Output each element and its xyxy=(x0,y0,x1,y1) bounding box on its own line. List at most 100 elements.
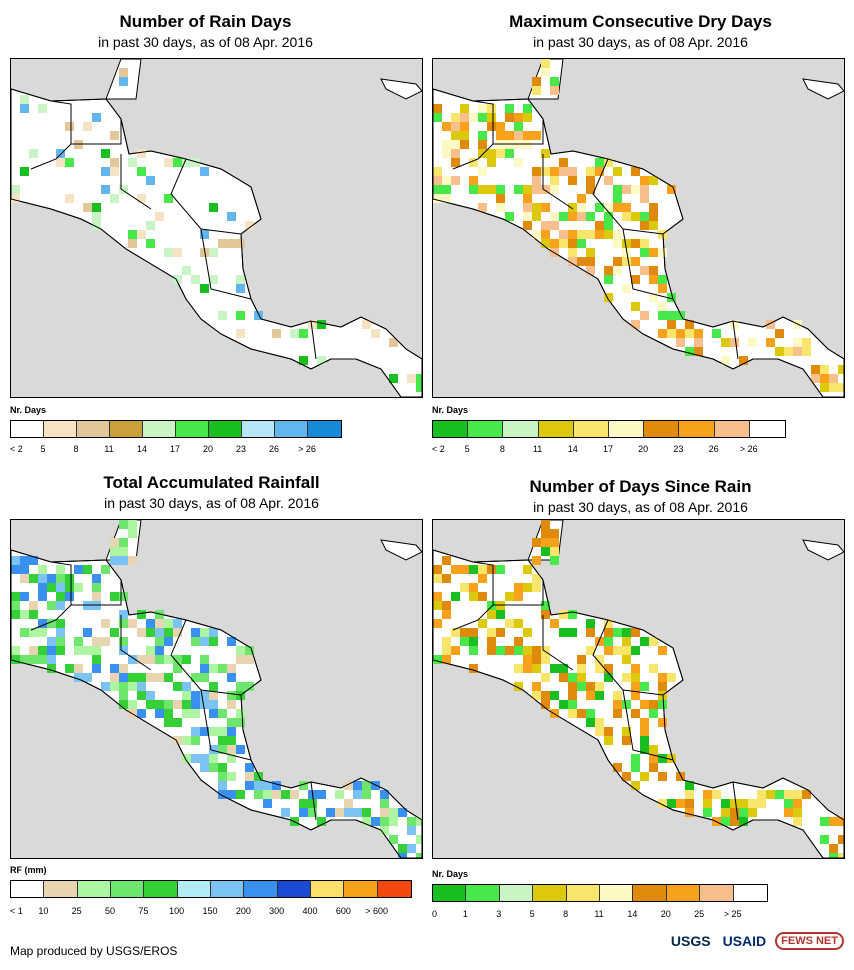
grid-cell xyxy=(640,185,649,194)
grid-cell xyxy=(559,673,568,682)
internal-borders xyxy=(452,100,739,360)
grid-cell xyxy=(631,781,640,790)
grid-cell xyxy=(209,628,218,637)
grid-cell xyxy=(604,628,613,637)
legend-swatch xyxy=(433,421,469,437)
grid-cell xyxy=(137,230,146,239)
grid-cell xyxy=(460,565,469,574)
grid-cell xyxy=(200,700,209,709)
legend-tick-label: 17 xyxy=(602,444,614,454)
grid-cell xyxy=(748,808,757,817)
country-borders xyxy=(11,88,422,397)
map-canvas xyxy=(11,59,422,397)
grid-cell xyxy=(317,790,326,799)
grid-cell xyxy=(362,790,371,799)
grid-cell xyxy=(559,239,568,248)
grid-cell xyxy=(200,664,209,673)
legend-swatch xyxy=(144,881,178,897)
grid-cell xyxy=(451,176,460,185)
grid-cell xyxy=(568,682,577,691)
grid-cell xyxy=(523,185,532,194)
grid-cell xyxy=(640,311,649,320)
legend-tick-label: 400 xyxy=(302,906,318,916)
grid-cell xyxy=(568,691,577,700)
grid-cell xyxy=(739,817,748,826)
map-canvas xyxy=(433,59,844,397)
grid-cell xyxy=(775,329,784,338)
grid-cell xyxy=(586,682,595,691)
grid-cell xyxy=(541,203,550,212)
grid-cell xyxy=(532,185,541,194)
grid-cell xyxy=(541,646,550,655)
grid-cell xyxy=(649,221,658,230)
grid-cell xyxy=(20,628,29,637)
grid-cell xyxy=(685,790,694,799)
legend-title: Nr. Days xyxy=(432,405,469,415)
grid-cell xyxy=(164,709,173,718)
grid-cell xyxy=(317,817,326,826)
grid-cell xyxy=(433,113,442,122)
grid-cell xyxy=(56,574,65,583)
grid-cell xyxy=(56,628,65,637)
grid-cell xyxy=(236,745,245,754)
legend-tick-label: 600 xyxy=(335,906,351,916)
grid-cell xyxy=(802,338,811,347)
grid-cell xyxy=(227,727,236,736)
grid-cell xyxy=(784,347,793,356)
legend-swatch xyxy=(533,885,567,901)
grid-cell xyxy=(667,185,676,194)
legend-swatch xyxy=(110,881,145,897)
grid-cell xyxy=(721,356,730,365)
grid-cell xyxy=(92,221,101,230)
grid-cell xyxy=(38,646,47,655)
grid-cell xyxy=(478,131,487,140)
grid-cell xyxy=(83,122,92,131)
grid-cell xyxy=(541,691,550,700)
grid-cell xyxy=(631,275,640,284)
grid-cell xyxy=(137,194,146,203)
grid-cell xyxy=(721,817,730,826)
grid-cell xyxy=(38,655,47,664)
grid-cell xyxy=(514,646,523,655)
grid-cell xyxy=(532,176,541,185)
grid-cell xyxy=(640,221,649,230)
grid-cell xyxy=(164,673,173,682)
grid-cell xyxy=(38,574,47,583)
legend-swatch xyxy=(77,421,110,437)
grid-cell xyxy=(236,311,245,320)
grid-cell xyxy=(164,619,173,628)
grid-cell xyxy=(550,221,559,230)
grid-cell xyxy=(622,772,631,781)
grid-cell xyxy=(119,538,128,547)
grid-cell xyxy=(236,284,245,293)
grid-cell xyxy=(613,203,622,212)
panel-subtitle: in past 30 days, as of 08 Apr. 2016 xyxy=(533,34,748,50)
grid-cell xyxy=(209,682,218,691)
land-area xyxy=(433,549,844,858)
grid-cell xyxy=(371,329,380,338)
grid-cell xyxy=(640,239,649,248)
grid-cell xyxy=(613,194,622,203)
grid-cell xyxy=(65,574,74,583)
legend-tick-label: 100 xyxy=(169,906,185,916)
grid-cell xyxy=(442,140,451,149)
grid-cell xyxy=(227,673,236,682)
grid-cell xyxy=(245,646,254,655)
grid-cell xyxy=(191,727,200,736)
grid-cell xyxy=(200,673,209,682)
grid-cell xyxy=(29,574,38,583)
grid-cell xyxy=(227,239,236,248)
grid-cell xyxy=(56,601,65,610)
grid-cell xyxy=(568,230,577,239)
grid-cell xyxy=(11,194,20,203)
grid-cell xyxy=(568,673,577,682)
grid-cell xyxy=(119,682,128,691)
grid-cell xyxy=(236,329,245,338)
grid-cell xyxy=(74,637,83,646)
grid-cell xyxy=(29,655,38,664)
legend-swatch xyxy=(503,421,539,437)
grid-cell xyxy=(218,727,227,736)
grid-cell xyxy=(128,673,137,682)
grid-cell xyxy=(451,628,460,637)
grid-cell xyxy=(191,158,200,167)
